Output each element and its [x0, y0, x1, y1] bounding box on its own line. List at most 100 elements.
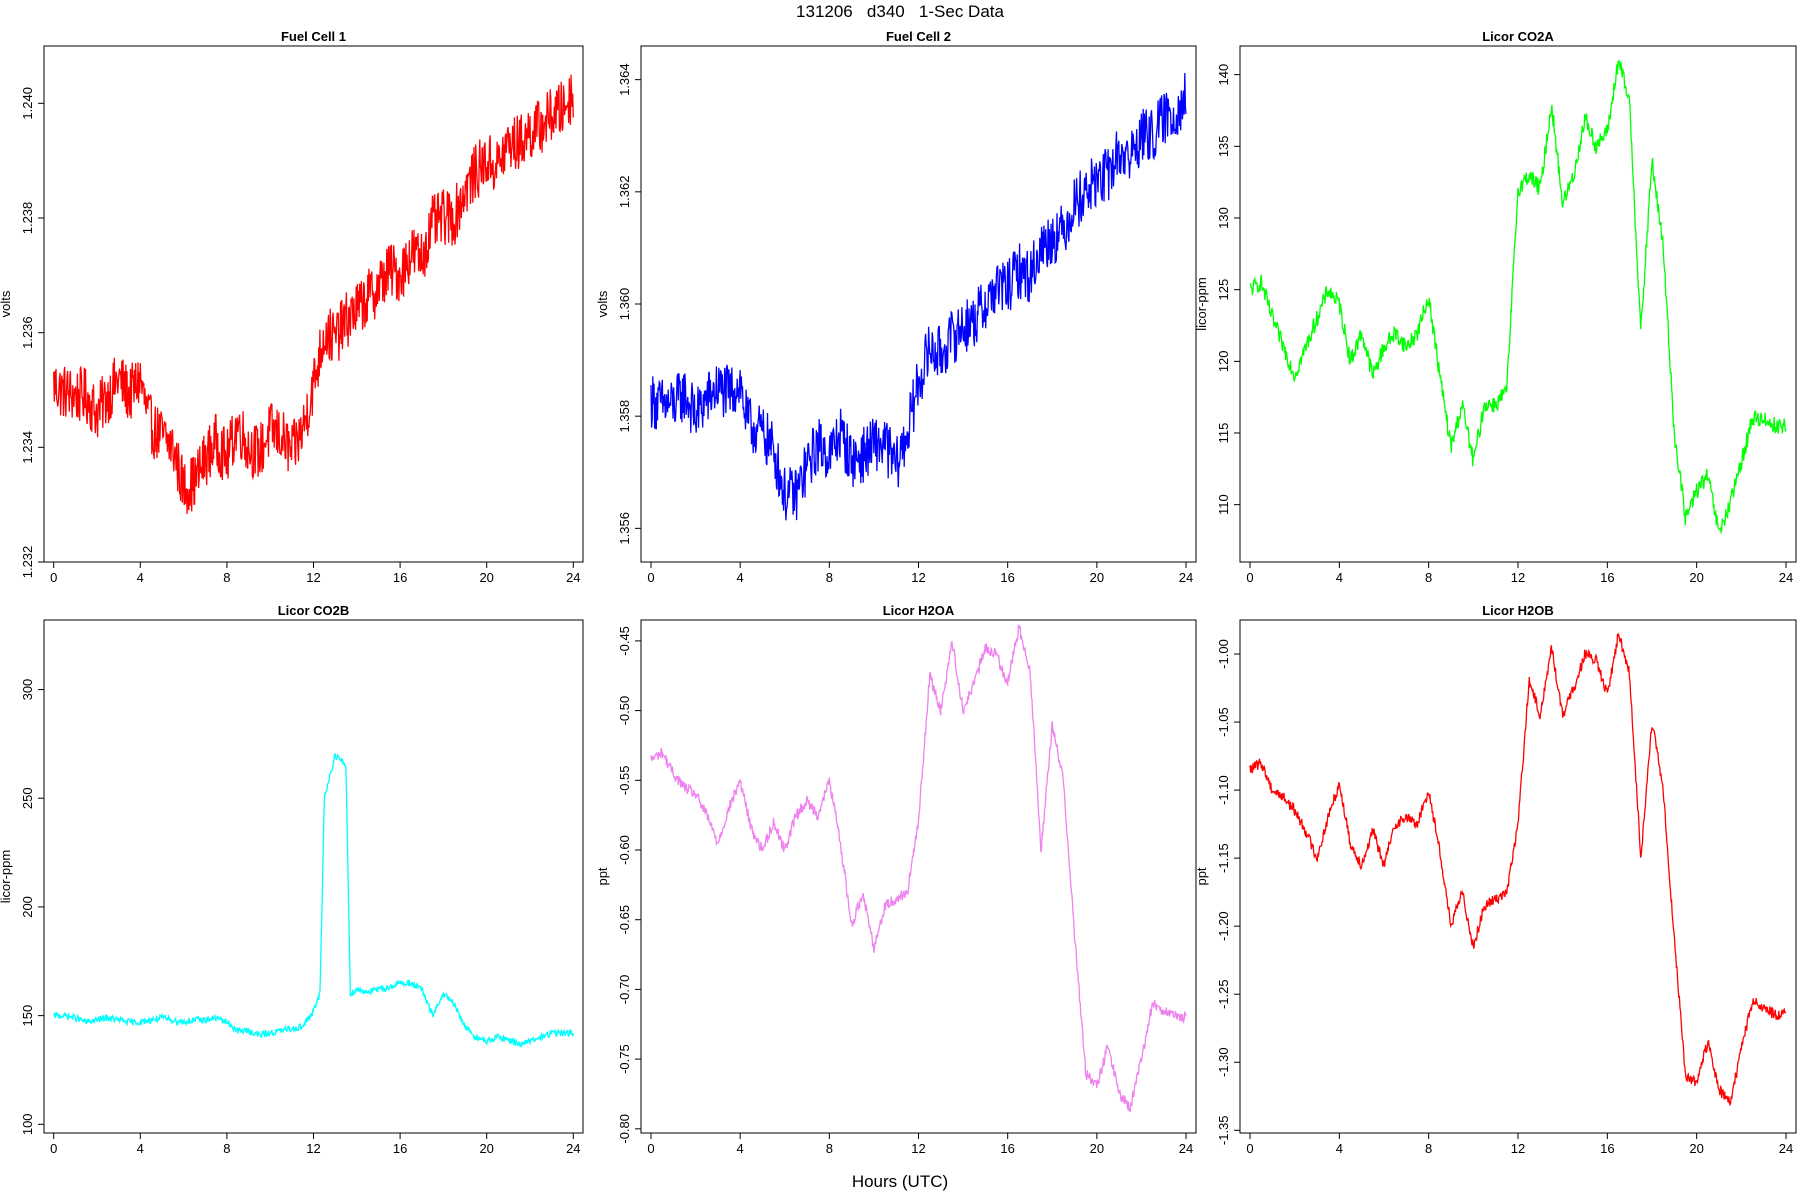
y-axis-label: ppt	[1194, 867, 1209, 885]
figure-title: 131206 d340 1-Sec Data	[796, 2, 1004, 21]
x-tick-label: 16	[1000, 1141, 1014, 1156]
x-tick-label: 24	[566, 570, 580, 585]
y-tick-label: 1.236	[20, 316, 35, 349]
plot-frame	[43, 45, 584, 563]
y-tick-label: 250	[20, 787, 35, 809]
series-line-licor-co2a	[1249, 59, 1787, 535]
y-tick-label: 110	[1216, 494, 1231, 515]
x-tick-label: 24	[1779, 570, 1793, 585]
x-tick-label: 24	[1179, 570, 1193, 585]
x-tick-label: 20	[1689, 1141, 1703, 1156]
y-tick-label: 1.360	[617, 288, 632, 321]
y-tick-label: -1.10	[1216, 775, 1231, 805]
x-axis-label: Hours (UTC)	[851, 1172, 949, 1191]
x-tick-label: 8	[223, 570, 230, 585]
y-tick-label: 1.238	[20, 202, 35, 235]
y-tick-label: 1.358	[617, 400, 632, 433]
y-tick-label: 125	[1216, 279, 1231, 301]
y-tick-label: -1.30	[1216, 1047, 1231, 1077]
x-tick-label: 20	[1689, 570, 1703, 585]
series-line-fuel-cell-1	[53, 74, 574, 515]
x-tick-label: 4	[137, 1141, 144, 1156]
panel-title: Fuel Cell 2	[886, 29, 951, 44]
x-tick-label: 16	[1000, 570, 1014, 585]
x-tick-label: 12	[911, 1141, 925, 1156]
x-tick-label: 12	[1511, 1141, 1525, 1156]
y-tick-label: -0.60	[617, 835, 632, 865]
y-tick-label: 1.364	[617, 63, 632, 96]
y-tick-label: -1.05	[1216, 707, 1231, 737]
x-tick-label: 24	[1779, 1141, 1793, 1156]
panel-title: Licor CO2A	[1482, 29, 1554, 44]
y-tick-label: -0.45	[617, 626, 632, 656]
y-tick-label: 135	[1216, 135, 1231, 157]
x-tick-label: 0	[1246, 570, 1253, 585]
x-tick-label: 0	[647, 1141, 654, 1156]
y-tick-label: -1.00	[1216, 639, 1231, 669]
panel-fuel-cell-2: Fuel Cell 2 volts 0 4 8 12 16 20 24 1.356 1.358 1.3…	[595, 29, 1197, 585]
panel-fuel-cell-1: Fuel Cell 1 volts 0 4 8 12 16 20 24 1.232 1.234 1.2…	[0, 29, 584, 585]
y-tick-label: -0.75	[617, 1044, 632, 1074]
x-tick-label: 4	[1336, 1141, 1343, 1156]
x-tick-label: 4	[1336, 570, 1343, 585]
x-tick-label: 8	[1425, 570, 1432, 585]
plot-frame	[640, 619, 1197, 1134]
y-tick-label: 200	[20, 896, 35, 918]
y-axis-label: licor-ppm	[0, 850, 13, 903]
plot-frame	[43, 619, 584, 1134]
y-axis-label: licor-ppm	[1194, 277, 1209, 330]
x-tick-label: 0	[50, 570, 57, 585]
x-tick-label: 12	[306, 1141, 320, 1156]
x-tick-label: 16	[393, 1141, 407, 1156]
panel-title: Fuel Cell 1	[281, 29, 346, 44]
y-tick-label: 1.232	[20, 546, 35, 579]
x-tick-label: 20	[1090, 1141, 1104, 1156]
plot-frame	[640, 45, 1197, 563]
x-tick-label: 8	[1425, 1141, 1432, 1156]
series-line-licor-h2ob	[1249, 632, 1787, 1107]
x-tick-label: 12	[911, 570, 925, 585]
x-tick-label: 4	[737, 1141, 744, 1156]
x-tick-label: 12	[306, 570, 320, 585]
y-tick-label: -0.80	[617, 1114, 632, 1144]
y-tick-label: 1.356	[617, 512, 632, 545]
x-tick-label: 24	[566, 1141, 580, 1156]
panel-licor-h2ob: Licor H2OB ppt 0 4 8 12 16 20 24 -1.35 -1.30 -1.25 -…	[1194, 603, 1797, 1156]
panel-licor-h2oa: Licor H2OA ppt 0 4 8 12 16 20 24 -0.80 -0.75 -0.70 -…	[595, 603, 1197, 1156]
y-tick-label: 300	[20, 679, 35, 701]
x-tick-label: 20	[1090, 570, 1104, 585]
y-tick-label: -1.20	[1216, 911, 1231, 941]
x-tick-label: 0	[647, 570, 654, 585]
x-tick-label: 24	[1179, 1141, 1193, 1156]
y-tick-label: 1.362	[617, 176, 632, 209]
panel-licor-co2b: Licor CO2B licor-ppm 0 4 8 12 16 20 24 100 150 200 2…	[0, 603, 584, 1156]
y-tick-label: -0.70	[617, 975, 632, 1005]
x-tick-label: 8	[826, 1141, 833, 1156]
y-tick-label: 100	[20, 1113, 35, 1135]
panel-licor-co2a: Licor CO2A licor-ppm 0 4 8 12 16 20 24 110 115 120 1…	[1194, 29, 1797, 585]
x-tick-label: 4	[137, 570, 144, 585]
plot-frame	[1239, 619, 1797, 1134]
y-tick-label: 150	[20, 1005, 35, 1027]
panel-title: Licor CO2B	[278, 603, 350, 618]
y-axis-label: ppt	[595, 867, 610, 885]
series-line-fuel-cell-2	[650, 72, 1187, 521]
x-tick-label: 4	[737, 570, 744, 585]
x-tick-label: 20	[479, 570, 493, 585]
y-tick-label: -0.65	[617, 905, 632, 935]
y-tick-label: 120	[1216, 350, 1231, 372]
x-tick-label: 8	[826, 570, 833, 585]
panel-title: Licor H2OA	[883, 603, 955, 618]
series-line-licor-h2oa	[650, 624, 1187, 1113]
y-tick-label: -0.50	[617, 696, 632, 726]
y-axis-label: volts	[0, 290, 13, 317]
series-line-licor-co2b	[53, 752, 574, 1048]
x-tick-label: 12	[1511, 570, 1525, 585]
y-tick-label: -1.15	[1216, 843, 1231, 873]
y-tick-label: 115	[1216, 423, 1231, 444]
panel-title: Licor H2OB	[1482, 603, 1554, 618]
plot-frame	[1239, 45, 1797, 563]
y-tick-label: 140	[1216, 64, 1231, 86]
x-tick-label: 0	[1246, 1141, 1253, 1156]
